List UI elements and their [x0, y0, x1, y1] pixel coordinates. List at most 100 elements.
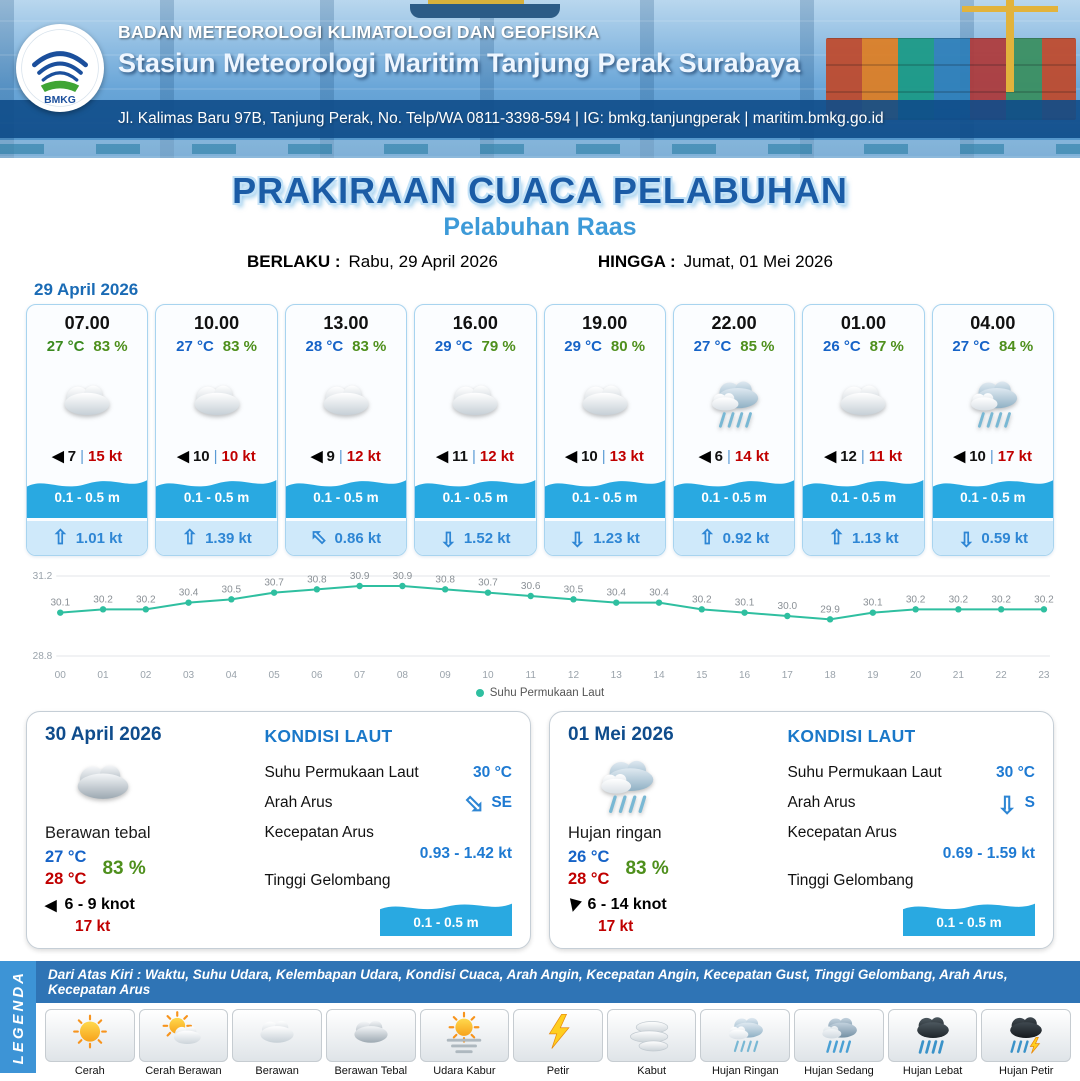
chart-legend: Suhu Permukaan Laut	[26, 687, 1054, 699]
daily-wave-value: 0.1 - 0.5 m	[413, 915, 479, 931]
wave-icon	[156, 480, 277, 519]
svg-text:30.2: 30.2	[906, 595, 926, 606]
station-name: Stasiun Meteorologi Maritim Tanjung Pera…	[118, 48, 801, 78]
wave-band: 0.1 - 0.5 m	[156, 468, 277, 519]
ship-illustration	[410, 0, 560, 18]
wind-gust: 17 kt	[997, 448, 1032, 466]
weather-icon	[156, 355, 276, 448]
legend-label: Berawan Tebal	[334, 1065, 408, 1078]
sst-chart-section: 31.2 28.8 30.1 00 30.2 01 30.2 02 30.4 03 30.5 04 30…	[26, 560, 1054, 699]
weather-icon	[933, 355, 1053, 448]
crane-illustration	[962, 0, 1058, 92]
current-direction-icon: ⇧	[569, 527, 587, 550]
weather-icon	[415, 355, 535, 448]
legend-label: Petir	[546, 1065, 570, 1078]
air-temperature: 26 °C	[822, 338, 861, 356]
legend-item: Udara Kabur	[419, 1009, 510, 1078]
legend-item: Berawan	[232, 1009, 322, 1077]
svg-text:30.2: 30.2	[991, 595, 1011, 606]
agency-name: BADAN METEOROLOGI KLIMATOLOGI DAN GEOFIS…	[118, 22, 600, 42]
wind-row: ◀ 11 | 12 kt	[415, 448, 535, 465]
sst-label: Suhu Permukaan Laut	[787, 764, 942, 782]
svg-text:09: 09	[440, 670, 452, 681]
legend-weather-icon	[157, 1010, 209, 1061]
wind-direction-icon: ◀	[565, 448, 578, 466]
current-dir-label: Arah Arus	[264, 794, 333, 812]
legend-tile	[45, 1009, 135, 1063]
wave-icon	[932, 480, 1053, 519]
wave-icon	[415, 480, 536, 519]
humidity: 80 %	[610, 338, 646, 356]
wind-row: ◀ 10 | 10 kt	[156, 448, 276, 465]
svg-text:11: 11	[525, 670, 536, 681]
svg-text:03: 03	[183, 670, 195, 681]
chart-legend-dot	[475, 689, 484, 698]
legend-label: Cerah Berawan	[145, 1065, 222, 1078]
valid-to-value: Jumat, 01 Mei 2026	[683, 252, 833, 272]
svg-text:30.5: 30.5	[222, 585, 242, 596]
wave-height: 0.1 - 0.5 m	[960, 490, 1026, 506]
legend-weather-icon	[532, 1010, 584, 1061]
forecast-card: 04.00 27 °C 84 % ◀ 10 | 17 kt 0.1 - 0.5 …	[931, 304, 1054, 557]
wave-band: 0.1 - 0.5 m	[415, 468, 536, 519]
svg-text:20: 20	[910, 670, 922, 681]
temp-humidity-row: 27 °C 85 %	[674, 338, 794, 355]
svg-text:08: 08	[397, 670, 409, 681]
valid-to-label: HINGGA :	[597, 252, 676, 272]
legend-weather-icon	[907, 1010, 959, 1061]
legend-label: Udara Kabur	[433, 1065, 496, 1078]
forecast-card: 16.00 29 °C 79 % ◀ 11 | 12 kt 0.1 - 0.5 …	[414, 304, 537, 557]
wave-icon	[544, 480, 665, 519]
legend-item: Kabut	[606, 1009, 697, 1077]
temp-humidity-row: 27 °C 83 %	[27, 338, 147, 355]
current-direction-icon: ⇧	[440, 527, 457, 550]
svg-text:06: 06	[311, 670, 323, 681]
daily-forecast-card: 01 Mei 2026 Hujan ringan 26 °C 28 °C 83 …	[549, 711, 1054, 950]
current-speed-label: Kecepatan Arus	[264, 824, 374, 842]
humidity: 79 %	[481, 338, 516, 356]
current-speed: 1.01 kt	[75, 529, 123, 547]
forecast-time: 13.00	[323, 313, 369, 334]
wave-row: Tinggi Gelombang	[264, 872, 512, 890]
wind-speed: 7	[67, 448, 77, 466]
weather-icon	[803, 355, 923, 448]
svg-text:30.1: 30.1	[50, 598, 70, 609]
current-direction-icon: ⇧	[957, 527, 975, 550]
daily-condition: Berawan tebal	[45, 824, 151, 843]
legend-tile	[138, 1009, 229, 1063]
svg-text:28.8: 28.8	[33, 651, 53, 662]
current-speed: 1.13 kt	[851, 529, 899, 547]
humidity: 83 %	[222, 338, 257, 356]
legend-item: Berawan Tebal	[325, 1009, 416, 1078]
daily-temps: 27 °C 28 °C 83 %	[45, 848, 250, 889]
wave-height-box: 0.1 - 0.5 m	[903, 895, 1035, 937]
legend-tile	[700, 1009, 791, 1063]
current-row: ⇧ 1.01 kt	[27, 521, 148, 556]
legend-item: Petir	[513, 1009, 603, 1078]
wind-row: ◀ 10 | 13 kt	[545, 448, 665, 465]
air-temperature: 28 °C	[305, 338, 344, 356]
sea-condition-title: KONDISI LAUT	[264, 726, 393, 747]
wind-gust: 13 kt	[609, 448, 644, 466]
wind-gust: 12 kt	[346, 448, 381, 466]
wind-row: ◀ 10 | 17 kt	[933, 448, 1053, 465]
svg-text:30.1: 30.1	[863, 598, 883, 609]
forecast-time: 19.00	[582, 313, 628, 334]
header: Jl. Kalimas Baru 97B, Tanjung Perak, No.…	[0, 0, 1080, 158]
validity-row: BERLAKU : Rabu, 29 April 2026 HINGGA : Jum…	[0, 252, 1080, 272]
air-temperature: 29 °C	[434, 338, 473, 356]
svg-text:14: 14	[653, 670, 665, 681]
current-row: ⇧ 1.23 kt	[544, 521, 665, 556]
forecast-time: 16.00	[452, 313, 498, 334]
valid-from: BERLAKU : Rabu, 29 April 2026	[247, 252, 498, 272]
wave-band: 0.1 - 0.5 m	[27, 468, 148, 519]
legend-label: Cerah	[74, 1065, 105, 1078]
svg-text:19: 19	[867, 670, 879, 681]
legend-weather-icon	[251, 1010, 303, 1061]
svg-text:30.1: 30.1	[735, 598, 755, 609]
sea-condition-title: KONDISI LAUT	[787, 726, 916, 747]
svg-text:23: 23	[1038, 670, 1050, 681]
wave-band: 0.1 - 0.5 m	[932, 468, 1053, 519]
header-address-strip: Jl. Kalimas Baru 97B, Tanjung Perak, No.…	[0, 100, 1080, 138]
daily-temp-max: 28 °C	[45, 870, 87, 889]
